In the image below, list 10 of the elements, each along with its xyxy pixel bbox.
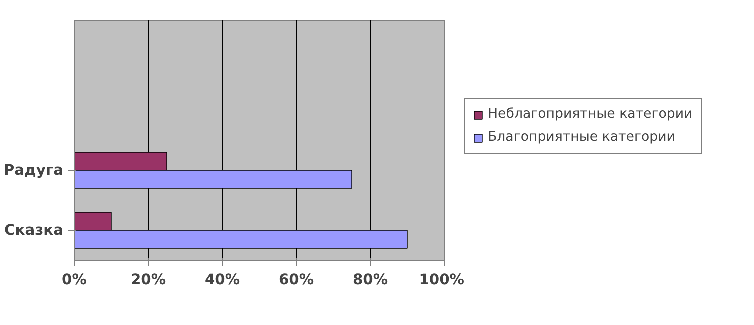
x-tick-label: 40%	[204, 272, 240, 288]
x-tick-label: 80%	[352, 272, 388, 288]
y-tick-label: Радуга	[4, 162, 64, 179]
x-tick-label: 100%	[419, 272, 465, 288]
legend-label: Благоприятные категории	[488, 130, 676, 145]
y-tick-label: Сказка	[4, 222, 64, 239]
x-tick-label: 20%	[130, 272, 166, 288]
x-tick-label: 60%	[278, 272, 314, 288]
x-tick-label: 0%	[62, 272, 88, 288]
legend-label: Неблагоприятные категории	[488, 107, 693, 122]
